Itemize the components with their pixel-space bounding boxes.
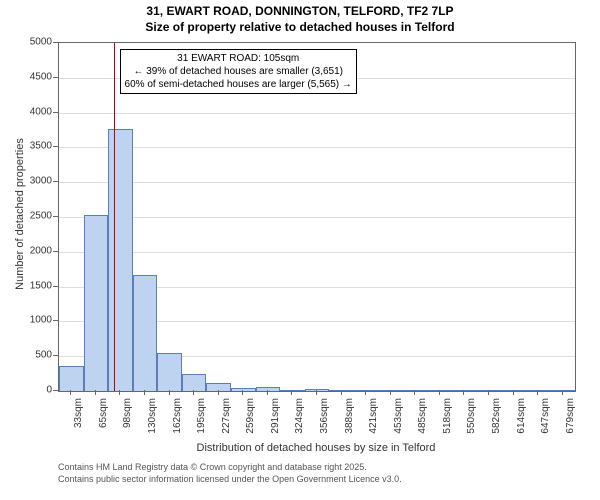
chart-plot-area: 31 EWART ROAD: 105sqm ← 39% of detached … [58, 42, 576, 392]
histogram-bar [329, 390, 354, 391]
x-tick-label: 195sqm [196, 398, 207, 434]
title-line-2: Size of property relative to detached ho… [0, 20, 600, 36]
y-tick-label: 1500 [0, 280, 52, 291]
histogram-bar [280, 390, 305, 391]
x-axis-title: Distribution of detached houses by size … [58, 442, 574, 454]
x-tick-label: 227sqm [221, 398, 232, 434]
histogram-bar [256, 387, 281, 391]
histogram-bar [206, 383, 231, 391]
x-tick-mark [537, 390, 538, 395]
histogram-bar [550, 390, 575, 391]
y-tick-label: 2000 [0, 245, 52, 256]
y-tick-label: 4500 [0, 71, 52, 82]
x-tick-mark [169, 390, 170, 395]
x-tick-label: 356sqm [319, 398, 330, 434]
x-tick-mark [291, 390, 292, 395]
x-tick-label: 130sqm [147, 398, 158, 434]
x-tick-label: 291sqm [270, 398, 281, 434]
x-tick-label: 98sqm [122, 398, 133, 428]
x-tick-mark [414, 390, 415, 395]
x-tick-mark [390, 390, 391, 395]
histogram-bar [84, 215, 109, 391]
grid-line [59, 252, 575, 253]
footer-line-1: Contains HM Land Registry data © Crown c… [58, 462, 402, 474]
histogram-bar [231, 388, 256, 391]
grid-line [59, 182, 575, 183]
histogram-bar [59, 366, 84, 391]
chart-title: 31, EWART ROAD, DONNINGTON, TELFORD, TF2… [0, 0, 600, 35]
annotation-line-2: ← 39% of detached houses are smaller (3,… [125, 65, 352, 78]
x-tick-label: 453sqm [393, 398, 404, 434]
x-tick-mark [513, 390, 514, 395]
histogram-bar [378, 390, 403, 391]
y-tick-label: 1000 [0, 315, 52, 326]
y-tick-label: 5000 [0, 37, 52, 48]
x-tick-mark [95, 390, 96, 395]
histogram-bar [157, 353, 182, 391]
footer-attribution: Contains HM Land Registry data © Crown c… [58, 462, 402, 485]
x-tick-label: 388sqm [344, 398, 355, 434]
histogram-bar [452, 390, 477, 391]
x-tick-label: 614sqm [516, 398, 527, 434]
footer-line-2: Contains public sector information licen… [58, 474, 402, 486]
x-tick-mark [119, 390, 120, 395]
x-tick-mark [144, 390, 145, 395]
x-tick-mark [439, 390, 440, 395]
y-tick-label: 0 [0, 385, 52, 396]
x-tick-mark [218, 390, 219, 395]
x-tick-mark [463, 390, 464, 395]
x-tick-mark [562, 390, 563, 395]
x-tick-label: 33sqm [73, 398, 84, 428]
x-tick-label: 550sqm [466, 398, 477, 434]
x-tick-label: 647sqm [540, 398, 551, 434]
x-tick-mark [341, 390, 342, 395]
x-tick-label: 679sqm [565, 398, 576, 434]
histogram-bar [428, 390, 453, 391]
x-tick-mark [316, 390, 317, 395]
histogram-bar [182, 374, 207, 391]
annotation-box: 31 EWART ROAD: 105sqm ← 39% of detached … [120, 49, 357, 94]
x-tick-mark [242, 390, 243, 395]
histogram-bar [108, 129, 133, 391]
marker-vertical-line [114, 43, 115, 391]
x-tick-mark [488, 390, 489, 395]
x-tick-label: 324sqm [294, 398, 305, 434]
x-tick-mark [267, 390, 268, 395]
grid-line [59, 113, 575, 114]
histogram-bar [403, 390, 428, 391]
x-tick-mark [70, 390, 71, 395]
x-tick-label: 259sqm [245, 398, 256, 434]
x-tick-label: 65sqm [98, 398, 109, 428]
y-tick-label: 500 [0, 350, 52, 361]
title-line-1: 31, EWART ROAD, DONNINGTON, TELFORD, TF2… [0, 4, 600, 20]
y-tick-label: 3000 [0, 176, 52, 187]
x-tick-label: 582sqm [491, 398, 502, 434]
x-tick-label: 162sqm [172, 398, 183, 434]
x-tick-label: 421sqm [368, 398, 379, 434]
x-tick-mark [193, 390, 194, 395]
histogram-bar [501, 390, 526, 391]
x-tick-label: 485sqm [417, 398, 428, 434]
y-tick-label: 2500 [0, 211, 52, 222]
x-tick-mark [365, 390, 366, 395]
y-tick-label: 4000 [0, 106, 52, 117]
annotation-line-3: 60% of semi-detached houses are larger (… [125, 78, 352, 91]
x-tick-label: 518sqm [442, 398, 453, 434]
y-tick-label: 3500 [0, 141, 52, 152]
grid-line [59, 147, 575, 148]
grid-line [59, 217, 575, 218]
y-axis-title: Number of detached properties [14, 124, 26, 304]
histogram-bar [133, 275, 158, 391]
annotation-line-1: 31 EWART ROAD: 105sqm [125, 52, 352, 65]
